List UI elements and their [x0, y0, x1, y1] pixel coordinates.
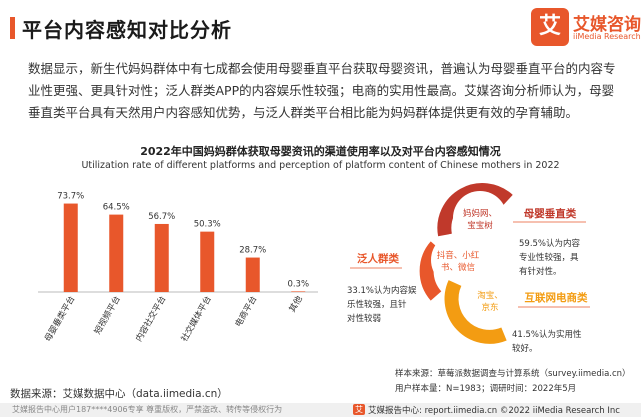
page-title: 平台内容感知对比分析 — [22, 18, 232, 42]
iimedia-logo: 艾 艾媒咨询 iiMedia Research — [531, 8, 641, 48]
data-source: 数据来源：艾媒数据中心（data.iimedia.cn） — [10, 388, 228, 400]
category-title: 互联网电商类 — [525, 291, 588, 304]
logo-text-en: iiMedia Research — [573, 32, 641, 41]
bar — [63, 203, 78, 292]
bar — [154, 223, 169, 292]
bar — [245, 257, 260, 292]
chart-title: 2022年中国妈妈群体获取母婴资讯的渠道使用率以及对平台内容感知情况 — [140, 145, 501, 158]
bar-value-label: 50.3% — [194, 220, 221, 230]
bar-value-label: 0.3% — [287, 279, 309, 289]
logo-icon: 艾 — [531, 8, 569, 46]
category-title: 泛人群类 — [357, 252, 399, 265]
logo-text-cn: 艾媒咨询 — [573, 15, 641, 35]
category-description: 33.1%认为内容娱 — [347, 285, 417, 296]
bar — [291, 291, 306, 292]
platform-name: 京东 — [481, 302, 498, 313]
platform-name: 宝宝树 — [467, 220, 493, 231]
category-description: 专业性较强，具 — [519, 252, 579, 263]
bar-value-label: 56.7% — [148, 212, 175, 222]
sample-source-note: 样本来源：草莓派数据调查与计算系统（survey.iimedia.cn） — [395, 369, 631, 379]
category-description: 有针对性。 — [519, 266, 562, 277]
sample-size-note: 用户样本量：N=1983；调研时间：2022年5月 — [395, 384, 577, 394]
category-description: 较好。 — [512, 343, 538, 354]
bar-value-label: 73.7% — [57, 192, 84, 202]
bar — [109, 214, 124, 292]
category-description: 59.5%认为内容 — [519, 238, 581, 249]
platform-name: 书、微信 — [441, 262, 476, 273]
category-description: 乐性较强，且针 — [347, 299, 407, 310]
category-description: 对性较弱 — [347, 313, 381, 324]
category-title: 母婴垂直类 — [524, 207, 577, 220]
flow-arrow — [444, 280, 507, 344]
footer-bar — [0, 403, 641, 417]
footer-logo-icon: 艾 — [353, 404, 365, 415]
flow-arrow — [419, 241, 442, 301]
bar — [200, 231, 215, 292]
flow-arrow — [437, 183, 513, 237]
footer-copyright-notice: 艾媒报告中心用户187****4906专享 尊重版权，严禁盗改、转传等侵权行为 — [12, 405, 283, 414]
chart-subtitle: Utilization rate of different platforms … — [81, 160, 560, 171]
platform-circle — [431, 233, 485, 287]
title-accent-bar — [10, 17, 15, 39]
summary-paragraph: 数据显示，新生代妈妈群体中有七成都会使用母婴垂直平台获取母婴资讯，普遍认为母婴垂… — [28, 61, 616, 120]
platform-circle — [463, 273, 517, 327]
bar-value-label: 64.5% — [103, 203, 130, 213]
platform-name: 妈妈网、 — [463, 208, 497, 219]
bar-value-label: 28.7% — [239, 246, 266, 256]
footer-report-link[interactable]: 艾媒报告中心: report.iimedia.cn ©2022 iiMedia … — [368, 406, 620, 416]
platform-circle — [453, 191, 507, 245]
platform-name: 淘宝、 — [477, 290, 503, 301]
platform-name: 抖音、小红 — [437, 250, 480, 261]
category-description: 41.5%认为实用性 — [512, 329, 582, 340]
